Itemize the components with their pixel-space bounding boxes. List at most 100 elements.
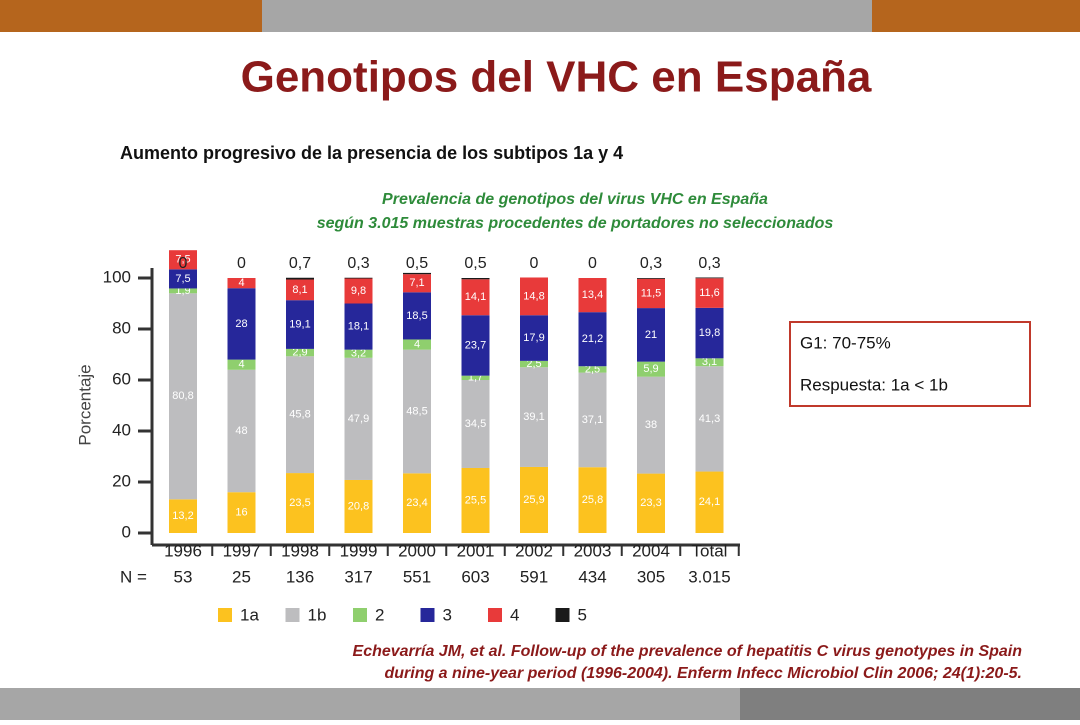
value-label: 23,4 — [406, 497, 427, 509]
y-tick-label: 0 — [122, 522, 131, 541]
top-value-label: 0,3 — [698, 255, 720, 272]
n-value: 3.015 — [688, 567, 731, 586]
value-label: 7,5 — [175, 273, 190, 285]
value-label: 2,5 — [526, 358, 541, 370]
bar-segment — [520, 315, 548, 361]
value-label: 19,1 — [289, 318, 310, 330]
x-tick-label: 1998 — [281, 541, 319, 560]
value-label: 21 — [645, 329, 657, 341]
bar-segment — [403, 339, 431, 350]
bar-segment — [286, 356, 314, 474]
value-label: 14,1 — [465, 291, 486, 303]
n-value: 305 — [637, 567, 665, 586]
bar-segment — [695, 277, 724, 279]
y-tick-label: 20 — [112, 471, 131, 490]
value-label: 18,1 — [348, 320, 369, 332]
legend-label: 4 — [510, 605, 519, 624]
legend-label: 5 — [578, 605, 587, 624]
bar-segment — [637, 278, 665, 309]
value-label: 16 — [235, 507, 247, 519]
top-value-label: 0 — [237, 255, 246, 272]
value-label: 25,9 — [523, 494, 544, 506]
legend-label: 3 — [443, 605, 452, 624]
value-label: 5,9 — [643, 363, 658, 375]
top-value-label: 0,5 — [406, 255, 428, 272]
bar-segment — [344, 303, 373, 350]
bar-segment — [286, 348, 314, 357]
bar-segment — [520, 466, 548, 533]
x-tick-label: 2001 — [457, 541, 495, 560]
top-value-label: 0,3 — [640, 255, 662, 272]
top-bar-mid — [262, 0, 872, 32]
value-label: 48 — [235, 425, 247, 437]
value-label: 7,5 — [175, 254, 190, 266]
legend-swatch — [218, 608, 232, 622]
n-value: 551 — [403, 567, 431, 586]
n-value: 434 — [578, 567, 606, 586]
value-label: 47,9 — [348, 413, 369, 425]
legend-swatch — [488, 608, 502, 622]
value-label: 41,3 — [699, 413, 720, 425]
legend-swatch — [555, 608, 570, 622]
bar-segment — [344, 277, 373, 279]
bar-segment — [227, 492, 256, 533]
value-label: 13,4 — [582, 289, 603, 301]
callout-text: Respuesta: 1a < 1b — [800, 375, 948, 394]
value-label: 18,5 — [406, 310, 427, 322]
bar-segment — [344, 278, 373, 304]
value-label: 37,1 — [582, 414, 603, 426]
bar-segment — [227, 369, 256, 493]
bar-segment — [461, 467, 490, 533]
bar-segment — [461, 375, 490, 380]
bar-segment — [169, 288, 197, 294]
value-label: 7,1 — [409, 277, 424, 289]
x-tick-label: 1999 — [340, 541, 378, 560]
value-label: 13,2 — [172, 510, 193, 522]
bar-segment — [344, 479, 373, 533]
citation: during a nine-year period (1996-2004). E… — [384, 665, 1022, 682]
bar-segment — [637, 361, 665, 377]
bar-segment — [578, 366, 607, 373]
value-label: 3,2 — [351, 348, 366, 360]
x-tick-label: 2002 — [515, 541, 553, 560]
value-label: 28 — [235, 318, 247, 330]
value-label: 4 — [238, 277, 244, 289]
x-tick-label: 2004 — [632, 541, 670, 560]
bar-segment — [637, 278, 665, 279]
callout-box — [789, 321, 1031, 407]
bar-segment — [227, 359, 256, 370]
bar-segment — [695, 278, 724, 308]
bar-segment — [695, 366, 724, 472]
value-label: 21,2 — [582, 333, 603, 345]
bar-segment — [169, 499, 197, 533]
x-tick-label: Total — [692, 541, 728, 560]
legend-label: 2 — [375, 605, 384, 624]
bar-segment — [520, 367, 548, 467]
bar-segment — [461, 278, 490, 280]
bar-segment — [169, 250, 197, 270]
bar-segment — [520, 277, 548, 316]
value-label: 80,8 — [172, 390, 193, 402]
bar-segment — [695, 307, 724, 359]
bar-segment — [520, 360, 548, 368]
bar-segment — [637, 473, 665, 533]
bar-segment — [286, 277, 314, 280]
value-label: 24,1 — [699, 496, 720, 508]
n-value: 603 — [461, 567, 489, 586]
bar-segment — [578, 278, 607, 313]
n-value: 591 — [520, 567, 548, 586]
legend-label: 1a — [240, 605, 259, 624]
x-tick-label: 2003 — [574, 541, 612, 560]
value-label: 14,8 — [523, 290, 544, 302]
n-value: 136 — [286, 567, 314, 586]
value-label: 17,9 — [523, 332, 544, 344]
bar-segment — [637, 308, 665, 362]
value-label: 25,5 — [465, 494, 486, 506]
bar-segment — [461, 315, 490, 376]
value-label: 48,5 — [406, 405, 427, 417]
bar-segment — [286, 300, 314, 349]
value-label: 8,1 — [292, 284, 307, 296]
value-label: 2,9 — [292, 346, 307, 358]
value-label: 34,5 — [465, 418, 486, 430]
